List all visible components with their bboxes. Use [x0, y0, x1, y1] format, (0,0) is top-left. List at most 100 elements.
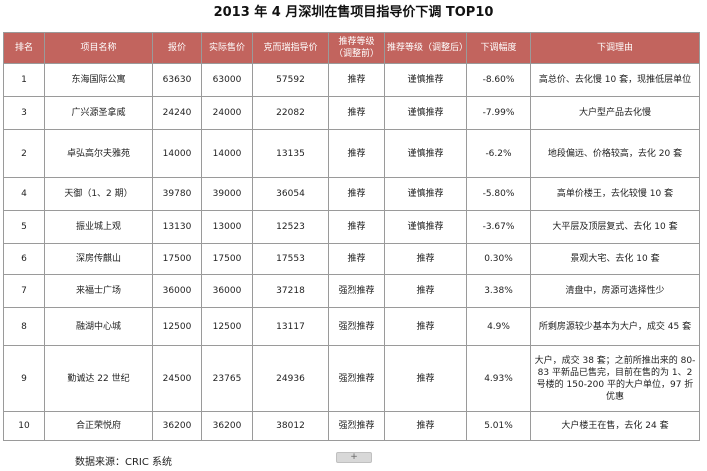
cell-rating-before: 强烈推荐: [328, 307, 385, 346]
cell-rank: 6: [3, 243, 45, 275]
data-source-note: 数据来源：CRIC 系统: [75, 457, 173, 468]
table-row: 9 勤诚达 22 世纪 24500 23765 24936 强烈推荐 推荐 4.…: [3, 345, 700, 412]
guide-price-table: 排名 项目名称 报价 实际售价 克而瑞指导价 推荐等级（调整前） 推荐等级（调整…: [3, 32, 700, 441]
header-reason: 下调理由: [530, 32, 700, 64]
cell-project-name: 天御（1、2 期）: [44, 177, 153, 211]
cell-project-name: 融湖中心城: [44, 307, 153, 346]
cell-quote: 63630: [152, 63, 202, 97]
cell-guide-price: 13135: [252, 129, 329, 178]
cell-drop-rate: 4.93%: [466, 345, 531, 412]
cell-guide-price: 17553: [252, 243, 329, 275]
cell-reason: 地段偏远、价格较高，去化 20 套: [530, 129, 700, 178]
cell-guide-price: 37218: [252, 274, 329, 308]
cell-rating-before: 推荐: [328, 177, 385, 211]
cell-project-name: 广兴源圣拿威: [44, 96, 153, 130]
cell-reason: 清盘中，房源可选择性少: [530, 274, 700, 308]
cell-reason: 大户型产品去化慢: [530, 96, 700, 130]
cell-drop-rate: -3.67%: [466, 210, 531, 244]
cell-rank: 5: [3, 210, 45, 244]
cell-drop-rate: 5.01%: [466, 411, 531, 441]
cell-quote: 14000: [152, 129, 202, 178]
cell-guide-price: 12523: [252, 210, 329, 244]
cell-project-name: 来福士广场: [44, 274, 153, 308]
cell-drop-rate: 3.38%: [466, 274, 531, 308]
cell-quote: 13130: [152, 210, 202, 244]
cell-rating-before: 强烈推荐: [328, 274, 385, 308]
cell-actual-price: 24000: [201, 96, 253, 130]
cell-rating-after: 谨慎推荐: [384, 177, 467, 211]
scroll-tab-handle[interactable]: +: [336, 452, 372, 463]
cell-reason: 景观大宅、去化 10 套: [530, 243, 700, 275]
cell-drop-rate: 4.9%: [466, 307, 531, 346]
cell-guide-price: 38012: [252, 411, 329, 441]
cell-project-name: 东海国际公寓: [44, 63, 153, 97]
cell-drop-rate: -8.60%: [466, 63, 531, 97]
cell-rating-after: 推荐: [384, 411, 467, 441]
cell-guide-price: 36054: [252, 177, 329, 211]
header-actual-price: 实际售价: [201, 32, 253, 64]
cell-actual-price: 39000: [201, 177, 253, 211]
cell-guide-price: 57592: [252, 63, 329, 97]
cell-rank: 9: [3, 345, 45, 412]
cell-actual-price: 12500: [201, 307, 253, 346]
cell-quote: 36200: [152, 411, 202, 441]
table-row: 5 振业城上观 13130 13000 12523 推荐 谨慎推荐 -3.67%…: [3, 210, 700, 244]
cell-rating-before: 推荐: [328, 63, 385, 97]
cell-rating-before: 推荐: [328, 129, 385, 178]
cell-guide-price: 22082: [252, 96, 329, 130]
cell-rating-after: 推荐: [384, 243, 467, 275]
cell-project-name: 振业城上观: [44, 210, 153, 244]
cell-rating-after: 谨慎推荐: [384, 129, 467, 178]
header-rating-after: 推荐等级（调整后）: [384, 32, 467, 64]
cell-rating-after: 谨慎推荐: [384, 96, 467, 130]
cell-rank: 7: [3, 274, 45, 308]
table-row: 8 融湖中心城 12500 12500 13117 强烈推荐 推荐 4.9% 所…: [3, 307, 700, 346]
header-rank: 排名: [3, 32, 45, 64]
cell-actual-price: 14000: [201, 129, 253, 178]
cell-actual-price: 13000: [201, 210, 253, 244]
cell-drop-rate: -6.2%: [466, 129, 531, 178]
cell-reason: 所剩房源较少基本为大户，成交 45 套: [530, 307, 700, 346]
cell-rank: 2: [3, 129, 45, 178]
table-title: 2013 年 4 月深圳在售项目指导价下调 TOP10: [213, 5, 494, 20]
cell-project-name: 深房传麒山: [44, 243, 153, 275]
cell-quote: 12500: [152, 307, 202, 346]
table-row: 6 深房传麒山 17500 17500 17553 推荐 推荐 0.30% 景观…: [3, 243, 700, 275]
cell-actual-price: 17500: [201, 243, 253, 275]
cell-rating-after: 推荐: [384, 274, 467, 308]
cell-rank: 4: [3, 177, 45, 211]
table-row: 7 来福士广场 36000 36000 37218 强烈推荐 推荐 3.38% …: [3, 274, 700, 308]
cell-rating-after: 谨慎推荐: [384, 63, 467, 97]
cell-guide-price: 24936: [252, 345, 329, 412]
cell-quote: 24240: [152, 96, 202, 130]
table-row: 3 广兴源圣拿威 24240 24000 22082 推荐 谨慎推荐 -7.99…: [3, 96, 700, 130]
cell-project-name: 卓弘高尔夫雅苑: [44, 129, 153, 178]
cell-actual-price: 63000: [201, 63, 253, 97]
table-row: 1 东海国际公寓 63630 63000 57592 推荐 谨慎推荐 -8.60…: [3, 63, 700, 97]
cell-rank: 3: [3, 96, 45, 130]
cell-project-name: 勤诚达 22 世纪: [44, 345, 153, 412]
cell-rating-after: 推荐: [384, 345, 467, 412]
cell-reason: 大平层及顶层复式、去化 10 套: [530, 210, 700, 244]
cell-actual-price: 23765: [201, 345, 253, 412]
cell-rating-after: 谨慎推荐: [384, 210, 467, 244]
cell-rank: 10: [3, 411, 45, 441]
header-drop-rate: 下调幅度: [466, 32, 531, 64]
cell-reason: 大户，成交 38 套；之前所推出来的 80-83 平新品已售完，目前在售的为 1…: [530, 345, 700, 412]
header-quote: 报价: [152, 32, 202, 64]
cell-reason: 大户楼王在售，去化 24 套: [530, 411, 700, 441]
header-project-name: 项目名称: [44, 32, 153, 64]
cell-drop-rate: -7.99%: [466, 96, 531, 130]
header-row: 排名 项目名称 报价 实际售价 克而瑞指导价 推荐等级（调整前） 推荐等级（调整…: [3, 32, 700, 64]
cell-actual-price: 36000: [201, 274, 253, 308]
cell-actual-price: 36200: [201, 411, 253, 441]
cell-project-name: 合正荣悦府: [44, 411, 153, 441]
cell-rating-before: 推荐: [328, 96, 385, 130]
table-row: 10 合正荣悦府 36200 36200 38012 强烈推荐 推荐 5.01%…: [3, 411, 700, 441]
cell-rating-after: 推荐: [384, 307, 467, 346]
cell-reason: 高单价楼王，去化较慢 10 套: [530, 177, 700, 211]
cell-reason: 高总价、去化慢 10 套，现推低层单位: [530, 63, 700, 97]
table-row: 4 天御（1、2 期） 39780 39000 36054 推荐 谨慎推荐 -5…: [3, 177, 700, 211]
cell-guide-price: 13117: [252, 307, 329, 346]
cell-rank: 8: [3, 307, 45, 346]
